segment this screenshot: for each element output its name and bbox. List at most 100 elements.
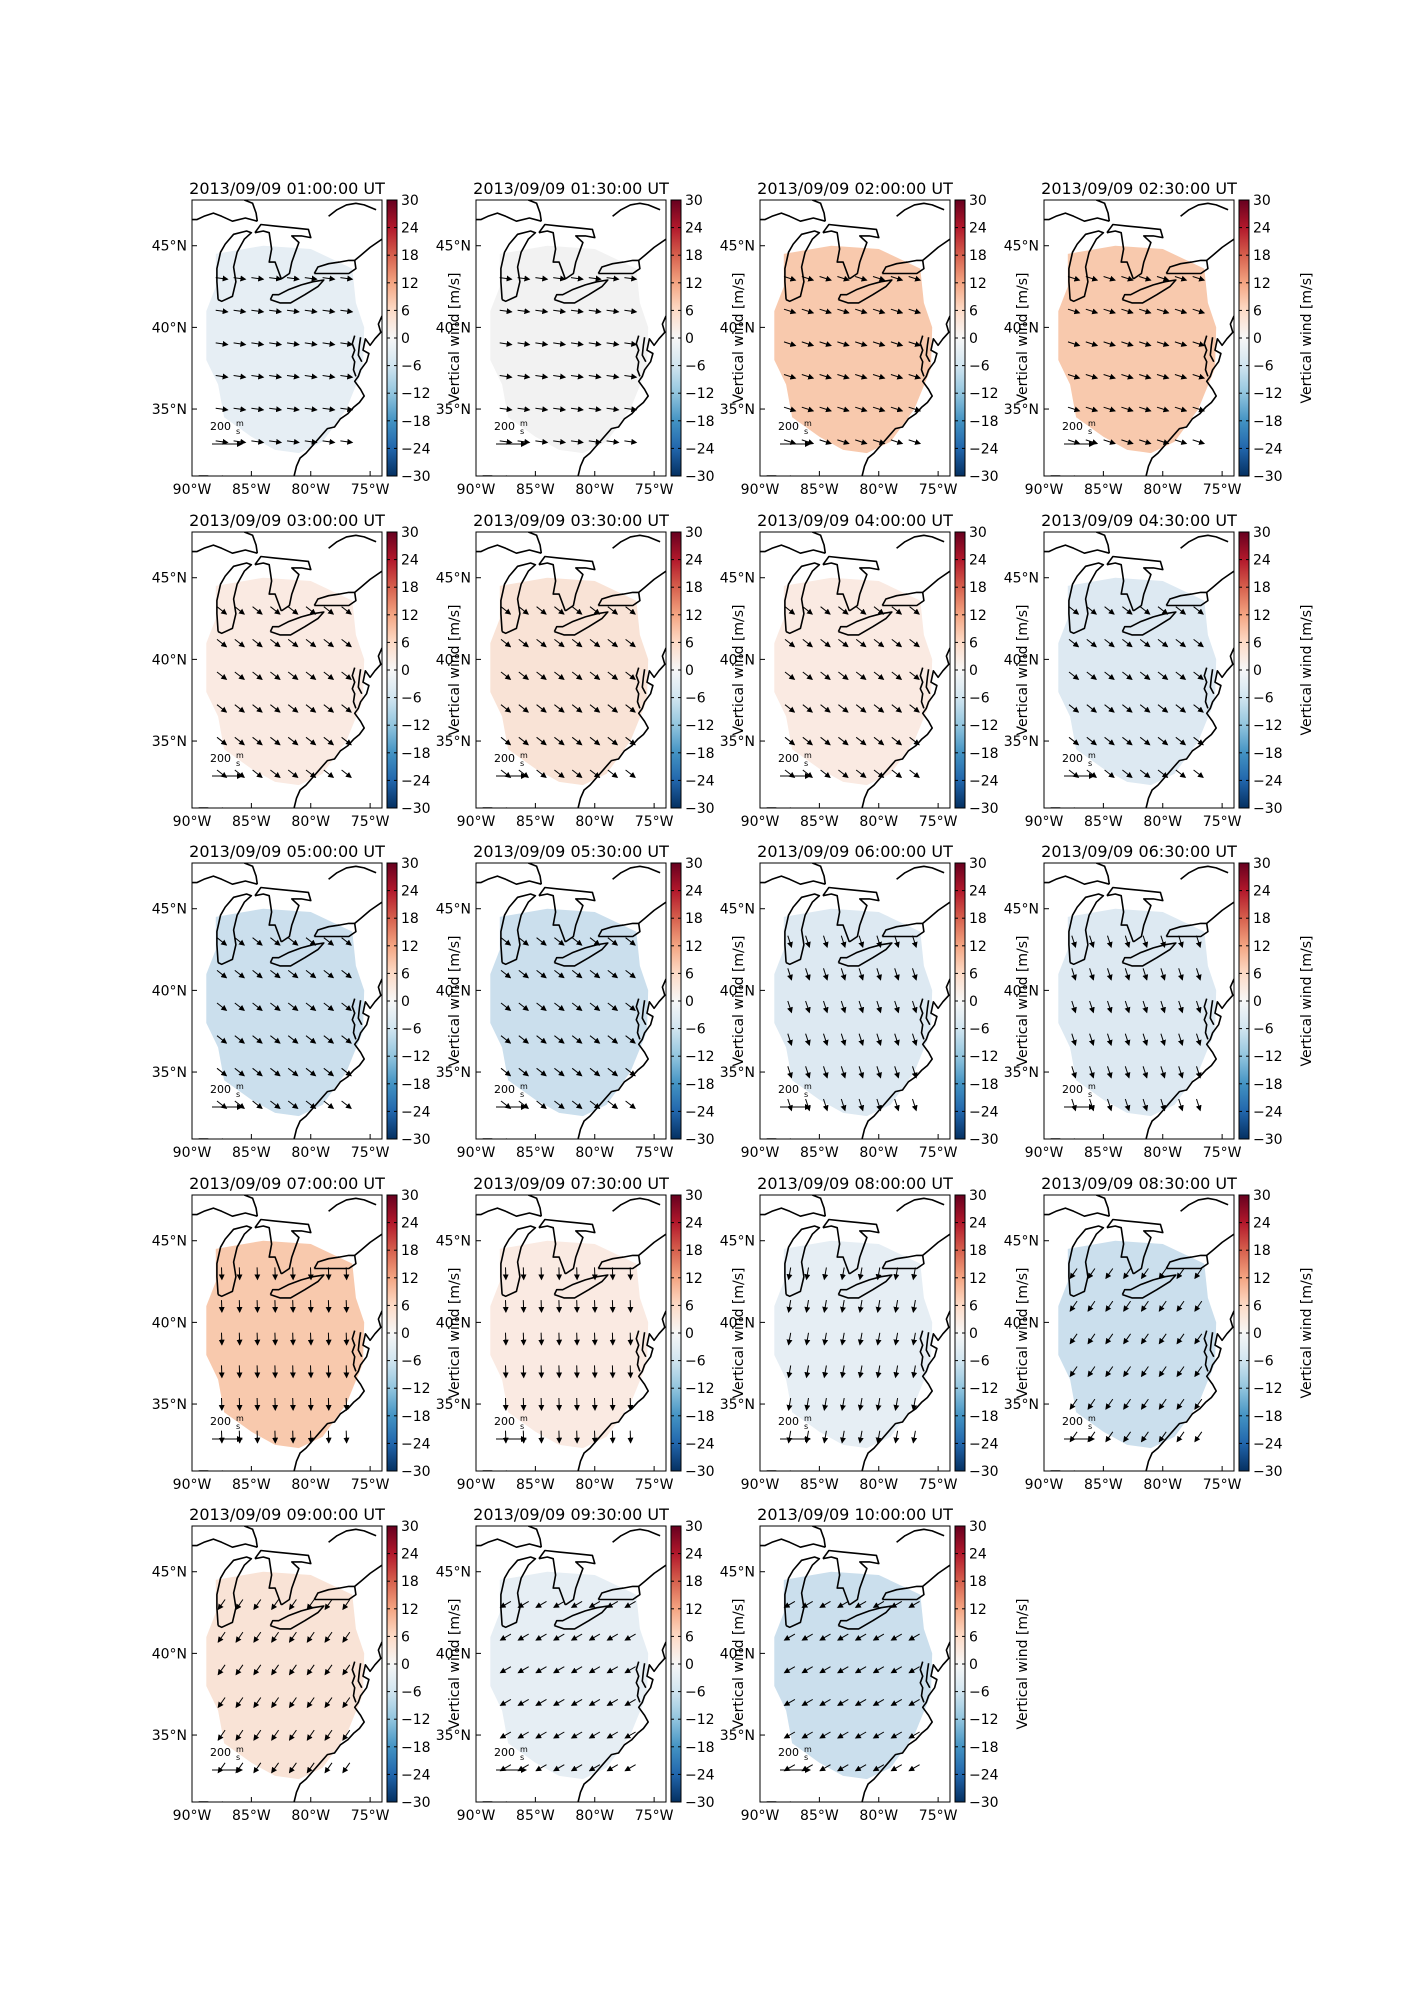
wind-arrow [1193,704,1204,713]
scale-label: 200 [778,752,799,765]
scale-label: 200 [210,1415,231,1428]
wind-arrow [784,606,796,615]
colorbar-tick-label: −18 [401,1077,431,1093]
wind-arrow [305,1002,317,1012]
wind-arrow [802,606,813,615]
wind-arrow [341,1035,352,1044]
lon-tick-label: 75°W [1203,814,1242,830]
lon-tick-label: 75°W [1203,482,1242,498]
wind-arrow [802,671,813,681]
scale-unit-num: m [236,1745,244,1754]
wind-arrow [535,308,549,315]
lon-tick-label: 85°W [800,1808,839,1824]
wind-arrow [517,1698,529,1706]
wind-arrow [872,1666,885,1674]
coastline [254,555,312,612]
wind-arrow [217,1762,226,1774]
coastline [1145,1310,1234,1471]
lat-tick-label: 45°N [152,239,187,255]
coastline [1145,978,1234,1139]
wind-arrow [322,275,336,282]
lat-tick-label: 45°N [1004,571,1039,587]
wind-arrow [786,1267,793,1281]
wind-arrow [270,639,281,648]
wind-arrow [607,1100,619,1110]
wind-arrow [908,308,922,315]
colorbar-tick-label: 0 [401,994,410,1010]
wind-arrow [606,373,620,380]
wind-arrow [1106,968,1113,981]
wind-arrow [1105,1300,1114,1312]
wind-arrow [588,406,602,413]
lat-tick-label: 45°N [152,1234,187,1250]
colorbar-tick-label: 0 [969,1657,978,1673]
wind-arrow [589,970,601,979]
coastline [1165,259,1209,275]
wind-arrow [858,935,865,949]
colorbar-tick-label: −6 [401,1685,422,1701]
coastline [881,922,925,938]
wind-arrow [840,1267,846,1281]
colorbar-tick-label: 24 [685,1216,703,1232]
colorbar-label: Vertical wind [m/s] [1015,273,1031,404]
wind-arrow [499,406,513,413]
wind-arrow [269,406,283,413]
coastline [641,1663,647,1689]
wind-arrow [1175,639,1187,648]
coastline [1165,922,1209,938]
wind-arrow [607,736,619,746]
lon-tick-label: 80°W [859,814,898,830]
colorbar-tick-label: 0 [401,1326,410,1342]
colorbar-tick-label: −24 [685,1436,715,1452]
wind-arrow [234,736,245,746]
wind-arrow [536,1100,547,1110]
wind-arrow [499,373,513,380]
wind-arrow [909,704,920,713]
colorbar-tick-label: 0 [1253,663,1262,679]
coastline [635,667,641,709]
wind-arrow [875,1430,882,1444]
wind-arrow [891,736,903,746]
wind-arrow [253,1631,262,1643]
wind-arrow [1142,1033,1149,1047]
wind-arrow [588,1633,601,1641]
wind-arrow [855,373,868,380]
colorbar-tick-label: −18 [969,1077,999,1093]
coastline [1044,544,1110,554]
coastline [896,202,945,217]
wind-arrow [1178,935,1184,949]
lat-tick-label: 35°N [1004,402,1039,418]
colorbar-tick-label: −18 [401,746,431,762]
scale-unit-den: s [520,427,524,436]
wind-arrow [1142,968,1149,981]
colorbar-tick-label: −24 [401,441,431,457]
wind-arrow [786,1398,793,1411]
coastline [216,562,253,635]
wind-arrow [801,373,815,380]
colorbar-tick-label: 30 [1253,525,1271,541]
colorbar-label: Vertical wind [m/s] [731,1599,747,1730]
coastline [354,238,382,262]
lon-tick-label: 75°W [635,1477,674,1493]
wind-arrow [801,406,815,413]
wind-arrow [500,1067,512,1077]
panel-title: 2013/09/09 09:30:00 UT [473,1505,669,1524]
coastline [192,1207,258,1217]
wind-arrow [536,606,547,615]
colorbar-tick-label: −30 [401,801,431,817]
scale-unit-num: m [520,1082,528,1091]
colorbar-tick-label: −18 [1253,746,1283,762]
wind-arrow [607,1067,619,1077]
wind-arrow [323,769,335,779]
lat-tick-label: 40°N [152,983,187,999]
coastline [641,1000,647,1026]
wind-arrow [535,1600,547,1608]
scale-unit-den: s [804,427,808,436]
lon-tick-label: 85°W [800,1477,839,1493]
lon-tick-label: 80°W [575,1808,614,1824]
colorbar-tick-label: 30 [401,525,419,541]
wind-arrow [553,1698,565,1706]
lon-tick-label: 75°W [1203,1477,1242,1493]
wind-arrow [1193,606,1204,615]
colorbar-tick-label: −6 [1253,359,1274,375]
